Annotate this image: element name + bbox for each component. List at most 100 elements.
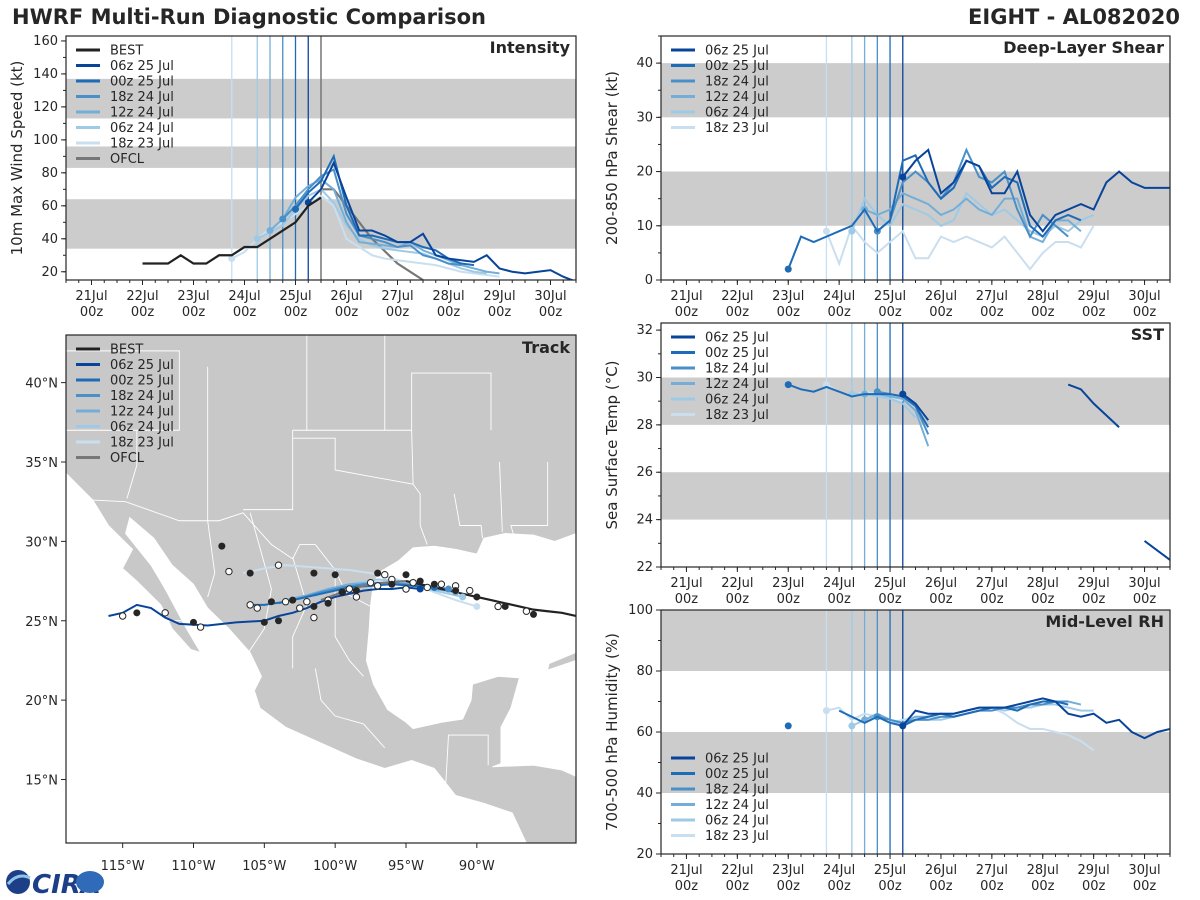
border-states-la bbox=[412, 483, 428, 545]
intensity-xtick-day: 26Jul bbox=[330, 289, 362, 304]
sst-plot-area bbox=[661, 323, 1170, 567]
track-marker-12z bbox=[246, 569, 254, 577]
intensity-init-point bbox=[228, 255, 236, 263]
shear-x-axis: 21Jul00z22Jul00z23Jul00z24Jul00z25Jul00z… bbox=[660, 280, 1171, 320]
shear-legend-label: 06z 25 Jul bbox=[705, 44, 769, 59]
rh-legend-label: 18z 23 Jul bbox=[705, 829, 769, 844]
sst-xtick-day: 23Jul bbox=[772, 576, 804, 591]
track-marker-12z bbox=[473, 593, 481, 601]
sst-panel: 22242628303221Jul00z22Jul00z23Jul00z24Ju… bbox=[603, 322, 1171, 607]
rh-xtick-day: 22Jul bbox=[721, 863, 753, 878]
rh-legend-label: 18z 24 Jul bbox=[705, 783, 769, 798]
track-xtick-label: 110°W bbox=[171, 859, 215, 874]
intensity-legend-label: 12z 24 Jul bbox=[110, 106, 174, 121]
shear-ylabel: 200-850 hPa Shear (kt) bbox=[603, 71, 621, 245]
border-states-mo bbox=[411, 372, 492, 431]
intensity-series-line bbox=[282, 168, 462, 267]
track-xtick-label: 105°W bbox=[242, 859, 286, 874]
intensity-series-line bbox=[294, 153, 475, 267]
intensity-xtick-day: 25Jul bbox=[279, 289, 311, 304]
shear-xtick-day: 26Jul bbox=[925, 289, 957, 304]
track-marker-12z bbox=[352, 587, 360, 595]
track-marker-12z bbox=[310, 569, 318, 577]
rh-threshold-band bbox=[661, 610, 1170, 671]
sst-series-line bbox=[787, 383, 930, 428]
rh-ytick-label: 80 bbox=[636, 664, 653, 679]
shear-init-point bbox=[822, 227, 830, 235]
rh-init-point bbox=[784, 722, 792, 730]
shear-series-line bbox=[825, 223, 1095, 271]
intensity-ytick-label: 120 bbox=[33, 100, 58, 115]
border-states-ok bbox=[292, 429, 414, 485]
sst-y-axis: 22 24 26 28 30 32 bbox=[636, 323, 661, 575]
land-florida bbox=[575, 533, 576, 614]
intensity-ylabel: 10m Max Wind Speed (kt) bbox=[8, 61, 26, 256]
track-legend-label: 18z 23 Jul bbox=[110, 436, 174, 451]
track-run-line bbox=[108, 586, 421, 627]
rh-plot-area bbox=[661, 610, 1170, 854]
intensity-ytick-label: 140 bbox=[33, 67, 58, 82]
intensity-xtick-day: 23Jul bbox=[177, 289, 209, 304]
land-north-america bbox=[66, 335, 576, 843]
track-ytick-label: 40°N bbox=[25, 377, 58, 392]
rh-xtick-day: 30Jul bbox=[1128, 863, 1160, 878]
intensity-series-line bbox=[307, 160, 575, 280]
track-marker-00z bbox=[522, 607, 531, 615]
shear-init-point bbox=[848, 227, 856, 235]
shear-init-point bbox=[784, 265, 792, 273]
intensity-init-point bbox=[279, 215, 287, 223]
shear-xtick-hour: 00z bbox=[980, 305, 1004, 320]
sst-xtick-day: 24Jul bbox=[823, 576, 855, 591]
track-marker-12z bbox=[190, 618, 197, 626]
rh-ylabel: 700-500 hPa Humidity (%) bbox=[603, 633, 621, 831]
rh-xtick-hour: 00z bbox=[777, 879, 801, 894]
sst-legend-label: 06z 24 Jul bbox=[705, 393, 769, 408]
sst-xtick-hour: 00z bbox=[726, 592, 750, 607]
intensity-xtick-day: 28Jul bbox=[432, 289, 464, 304]
rh-y-axis: 20 40 60 80 100 bbox=[628, 603, 661, 862]
intensity-plot-area bbox=[66, 36, 576, 280]
sst-ytick-label: 28 bbox=[636, 418, 653, 433]
intensity-xtick-day: 21Jul bbox=[75, 289, 107, 304]
track-init-point bbox=[416, 585, 424, 593]
track-marker-12z bbox=[218, 542, 226, 550]
intensity-init-point bbox=[266, 227, 274, 235]
border-mx-central bbox=[314, 668, 386, 749]
track-marker-12z bbox=[267, 598, 275, 606]
rh-legend-label: 06z 25 Jul bbox=[705, 752, 769, 767]
sst-xtick-hour: 00z bbox=[980, 592, 1004, 607]
track-marker-00z bbox=[466, 586, 474, 595]
rh-x-axis: 21Jul00z22Jul00z23Jul00z24Jul00z25Jul00z… bbox=[660, 854, 1171, 894]
intensity-init-point bbox=[292, 205, 299, 213]
track-marker-00z bbox=[253, 604, 261, 612]
rh-xtick-hour: 00z bbox=[980, 879, 1004, 894]
track-best-line bbox=[405, 579, 576, 618]
rh-xtick-day: 27Jul bbox=[976, 863, 1008, 878]
intensity-legend-label: 06z 25 Jul bbox=[110, 59, 174, 74]
shear-legend-label: 18z 24 Jul bbox=[705, 75, 769, 90]
track-ytick-label: 35°N bbox=[25, 456, 58, 471]
logo-badge-icon bbox=[76, 871, 104, 893]
shear-xtick-day: 24Jul bbox=[823, 289, 855, 304]
sst-ytick-label: 32 bbox=[636, 323, 653, 338]
rh-series-line bbox=[902, 697, 1170, 740]
track-legend-label: 18z 24 Jul bbox=[110, 389, 174, 404]
sst-legend-label: 12z 24 Jul bbox=[705, 377, 769, 392]
track-marker-12z bbox=[289, 596, 297, 604]
track-legend-label: 00z 25 Jul bbox=[110, 374, 174, 389]
sst-threshold-band bbox=[661, 472, 1170, 520]
rh-xtick-day: 24Jul bbox=[823, 863, 855, 878]
shear-xtick-hour: 00z bbox=[1133, 305, 1157, 320]
sst-legend-label: 18z 23 Jul bbox=[705, 408, 769, 423]
track-marker-00z bbox=[409, 578, 417, 587]
shear-series-line bbox=[901, 148, 1170, 233]
shear-ytick-label: 10 bbox=[636, 219, 653, 234]
track-marker-12z bbox=[452, 587, 460, 595]
sst-xtick-hour: 00z bbox=[1031, 592, 1055, 607]
track-marker-12z bbox=[338, 588, 346, 596]
intensity-legend-label: OFCL bbox=[110, 152, 145, 167]
track-ytick-label: 15°N bbox=[25, 774, 58, 789]
border-states-tx bbox=[243, 430, 294, 511]
intensity-init-point bbox=[253, 235, 261, 243]
